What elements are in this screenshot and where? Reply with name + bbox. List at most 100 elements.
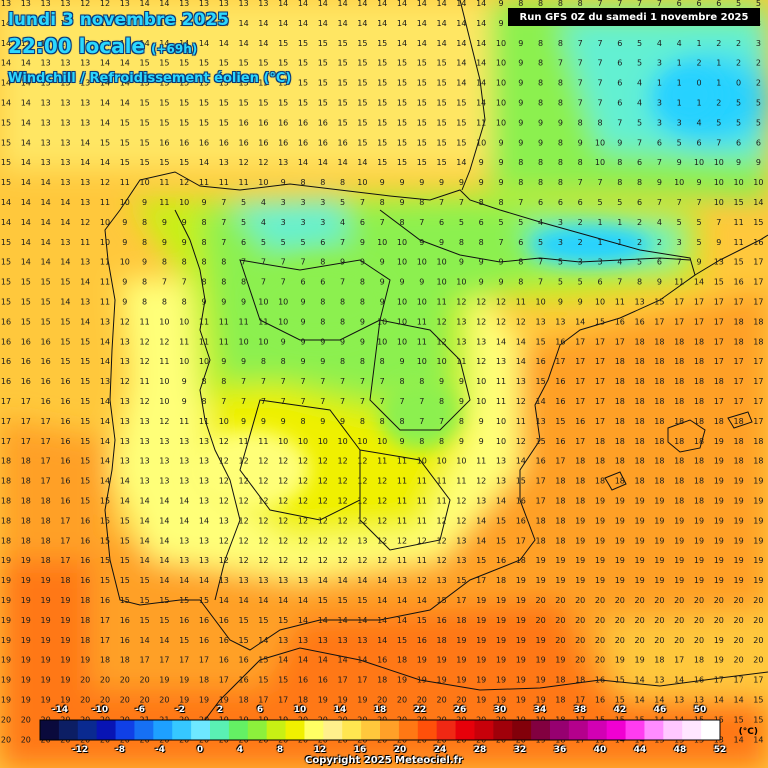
grid-value: 10 (258, 178, 268, 187)
grid-value: 18 (1, 536, 11, 545)
grid-value: 14 (100, 477, 110, 486)
grid-value: 19 (555, 556, 565, 565)
grid-value: 9 (736, 158, 741, 167)
grid-value: 18 (100, 656, 110, 665)
grid-value: 7 (538, 278, 543, 287)
grid-value: 15 (140, 158, 150, 167)
grid-value: 12 (377, 477, 387, 486)
grid-value: 14 (179, 19, 189, 28)
grid-value: 20 (734, 636, 744, 645)
grid-value: 13 (140, 477, 150, 486)
grid-value: 2 (578, 218, 583, 227)
grid-value: 17 (159, 656, 169, 665)
grid-value: 20 (635, 596, 645, 605)
grid-value: 19 (476, 616, 486, 625)
grid-value: 10 (397, 317, 407, 326)
grid-value: 3 (281, 198, 286, 207)
grid-value: 15 (357, 39, 367, 48)
grid-value: 8 (558, 158, 563, 167)
grid-value: 8 (538, 39, 543, 48)
grid-value: 19 (635, 516, 645, 525)
legend-swatch (568, 720, 589, 740)
grid-value: 14 (179, 39, 189, 48)
grid-value: 17 (654, 317, 664, 326)
grid-value: 17 (21, 437, 31, 446)
grid-value: 7 (340, 377, 345, 386)
grid-value: 14 (100, 437, 110, 446)
grid-value: 9 (419, 178, 424, 187)
grid-value: 19 (654, 497, 664, 506)
grid-value: 18 (1, 516, 11, 525)
grid-value: 15 (80, 457, 90, 466)
grid-value: 0 (736, 79, 741, 88)
grid-value: 9 (122, 238, 127, 247)
grid-value: 16 (555, 437, 565, 446)
grid-value: 18 (21, 477, 31, 486)
grid-value: 15 (437, 158, 447, 167)
legend-swatch (682, 720, 702, 740)
grid-value: 13 (159, 477, 169, 486)
grid-value: 15 (120, 158, 130, 167)
grid-value: 15 (753, 696, 763, 705)
grid-value: 16 (239, 118, 249, 127)
grid-value: 14 (338, 158, 348, 167)
grid-value: 7 (300, 258, 305, 267)
grid-value: 11 (100, 258, 110, 267)
grid-value: 7 (419, 397, 424, 406)
grid-value: 20 (159, 696, 169, 705)
grid-value: 19 (536, 636, 546, 645)
grid-value: 19 (694, 516, 704, 525)
grid-value: 15 (199, 79, 209, 88)
grid-value: 6 (558, 198, 563, 207)
grid-value: 19 (674, 536, 684, 545)
grid-value: 13 (199, 556, 209, 565)
grid-value: 13 (456, 556, 466, 565)
grid-value: 12 (159, 337, 169, 346)
grid-value: 19 (516, 616, 526, 625)
forecast-time: 22:00 locale (+69h) (8, 34, 197, 58)
grid-value: 12 (140, 357, 150, 366)
grid-value: 7 (597, 178, 602, 187)
grid-value: 18 (199, 676, 209, 685)
grid-value: 13 (278, 636, 288, 645)
grid-value: 10 (120, 198, 130, 207)
grid-value: 18 (555, 477, 565, 486)
grid-value: 16 (258, 138, 268, 147)
grid-value: 13 (397, 576, 407, 585)
legend-bottom-label: 12 (313, 745, 327, 755)
grid-value: 18 (753, 317, 763, 326)
grid-value: 18 (635, 397, 645, 406)
grid-value: 6 (300, 278, 305, 287)
grid-value: 11 (417, 556, 427, 565)
grid-value: 13 (120, 437, 130, 446)
grid-value: 20 (21, 735, 31, 744)
grid-value: 17 (575, 397, 585, 406)
grid-value: 19 (734, 516, 744, 525)
grid-value: 9 (479, 437, 484, 446)
grid-value: 7 (637, 0, 642, 8)
legend-bottom-label: 48 (673, 745, 687, 755)
grid-value: 13 (516, 377, 526, 386)
grid-value: 15 (338, 59, 348, 68)
grid-value: 20 (100, 676, 110, 685)
grid-value: 17 (674, 317, 684, 326)
grid-value: 20 (753, 616, 763, 625)
legend-swatch (285, 720, 305, 740)
grid-value: 4 (340, 218, 345, 227)
grid-value: 11 (100, 298, 110, 307)
grid-value: 9 (380, 298, 385, 307)
temperature-detail (190, 70, 720, 510)
grid-value: 4 (657, 39, 662, 48)
grid-value: 18 (734, 437, 744, 446)
grid-value: 6 (677, 0, 682, 8)
grid-value: 1 (617, 238, 622, 247)
grid-value: 2 (637, 218, 642, 227)
grid-value: 19 (714, 457, 724, 466)
grid-value: 10 (278, 437, 288, 446)
grid-value: 18 (456, 616, 466, 625)
grid-value: 19 (615, 497, 625, 506)
grid-value: 17 (595, 357, 605, 366)
grid-value: 3 (320, 218, 325, 227)
grid-value: 13 (318, 636, 328, 645)
grid-value: 5 (756, 99, 761, 108)
